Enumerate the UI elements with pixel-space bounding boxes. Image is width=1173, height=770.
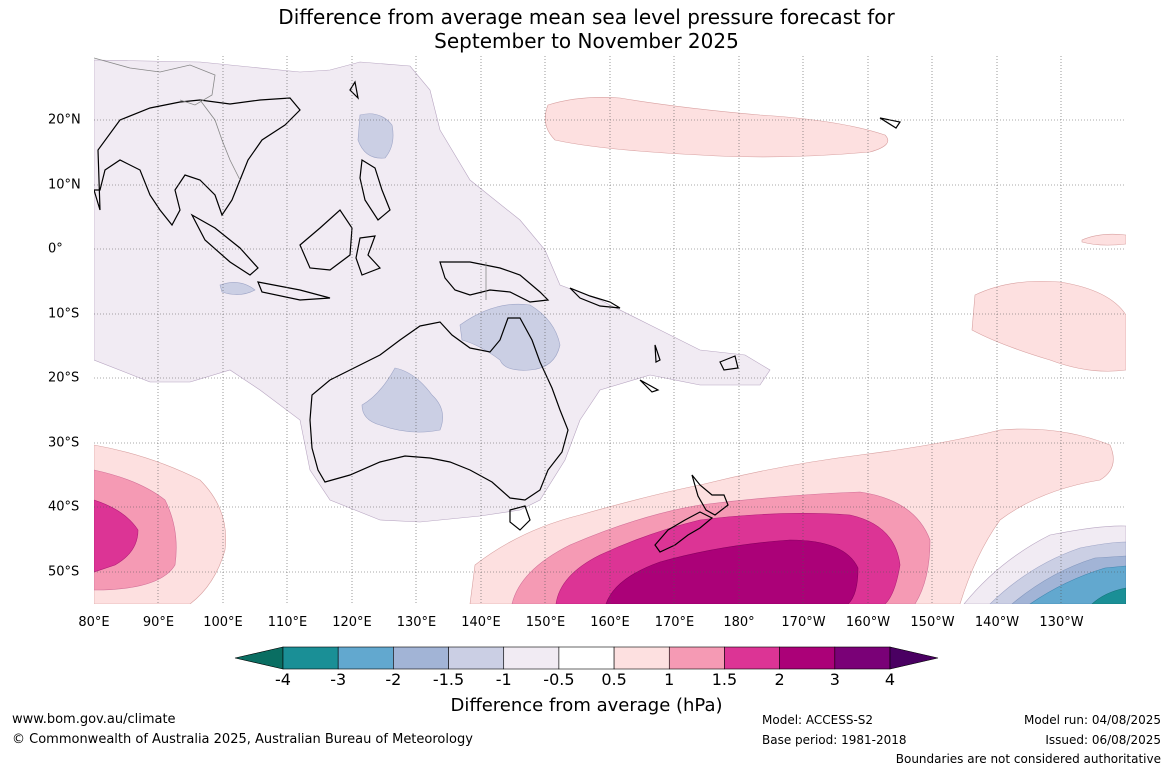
anomaly-region-minus-1-b	[459, 303, 561, 371]
anomaly-region-plus-0-5-north	[544, 97, 889, 158]
longitude-label: 160°W	[845, 615, 891, 630]
colorbar-label: Difference from average (hPa)	[450, 695, 723, 716]
latitude-label: 30°S	[48, 435, 80, 450]
colorbar-swatch	[724, 646, 780, 670]
map-title-line-2: September to November 2025	[434, 29, 739, 53]
longitude-label: 160°E	[590, 615, 630, 630]
colorbar-tick-label: -4	[275, 670, 291, 689]
colorbar-extend-high	[889, 646, 939, 670]
new-guinea-coast	[439, 261, 550, 303]
new-zealand-north-coast	[691, 474, 729, 516]
colorbar-tick-label: -0.5	[543, 670, 575, 689]
disclaimer-text: Boundaries are not considered authoritat…	[895, 752, 1161, 766]
colorbar-swatch	[337, 646, 394, 670]
colorbar-tick-label: -1	[495, 670, 512, 689]
anomaly-region-minus-1-d	[219, 282, 256, 295]
longitude-label: 80°E	[78, 615, 110, 630]
longitude-label: 140°W	[974, 615, 1020, 630]
issued-text: Issued: 06/08/2025	[1045, 733, 1161, 747]
longitude-label: 110°E	[267, 615, 308, 630]
colorbar-swatch	[282, 646, 339, 670]
sumatra-coast	[190, 213, 259, 276]
anomaly-region-plus-0-5-equator	[1081, 233, 1126, 246]
colorbar-tick-label: -3	[330, 670, 347, 689]
tasmania-coast	[509, 505, 531, 531]
anomaly-region-plus-0-5-east	[971, 280, 1126, 372]
colorbar-swatch	[448, 646, 505, 670]
hawaii-coast	[879, 117, 901, 129]
latitude-label: 50°S	[48, 564, 80, 579]
anomaly-region-minus-1-a	[357, 113, 394, 159]
longitude-label: 90°E	[142, 615, 175, 630]
longitude-label: 100°E	[203, 615, 243, 630]
colorbar-tick-label: 4	[884, 670, 896, 689]
colorbar-swatch	[613, 646, 670, 670]
colorbar-swatch	[558, 646, 615, 670]
base-period-text: Base period: 1981-2018	[762, 733, 907, 747]
anomaly-region-plus-2-south	[605, 539, 859, 604]
website-text: www.bom.gov.au/climate	[12, 712, 176, 727]
colorbar-swatch	[393, 646, 449, 670]
colorbar	[234, 646, 939, 670]
anomaly-region-plus-1-5-west	[94, 499, 139, 573]
longitude-label: 180°	[723, 615, 755, 630]
latitude-label: 0°	[48, 241, 63, 257]
coastlines	[94, 80, 901, 553]
model-run-text: Model run: 04/08/2025	[1023, 713, 1161, 727]
latitude-label: 40°S	[48, 499, 80, 515]
colorbar-tick-label: 2	[774, 670, 785, 689]
vanuatu-coast	[654, 344, 661, 363]
latitude-label: 10°S	[48, 306, 80, 321]
map-title-line-1: Difference from average mean sea level p…	[278, 5, 895, 29]
gridlines	[94, 56, 1126, 604]
colorbar-swatch	[668, 646, 725, 670]
longitude-label: 150°W	[910, 615, 955, 630]
latitude-label: 10°N	[48, 177, 81, 192]
longitude-label: 150°E	[525, 615, 566, 630]
java-coast	[257, 281, 331, 301]
colorbar-extend-low	[234, 646, 284, 670]
longitude-label: 130°W	[1039, 615, 1084, 630]
sulawesi-coast	[355, 235, 382, 276]
longitude-label: 170°W	[781, 615, 826, 630]
colorbar-tick-label: 3	[829, 670, 840, 689]
anomaly-region-minus-3-se	[1091, 587, 1126, 604]
taiwan-coast	[349, 80, 359, 100]
longitude-label: 120°E	[332, 615, 372, 630]
new-zealand-south-coast	[654, 511, 714, 553]
solomon-islands-coast	[569, 287, 621, 309]
country-borders	[94, 57, 487, 300]
longitude-label: 130°E	[396, 615, 437, 630]
fiji-coast	[719, 355, 739, 371]
colorbar-tick-label: -2	[385, 670, 402, 689]
colorbar-tick-label: 0.5	[601, 670, 627, 689]
australia-coast	[309, 317, 569, 501]
borneo-coast	[299, 209, 353, 271]
colorbar-swatch	[779, 646, 836, 670]
model-text: Model: ACCESS-S2	[762, 713, 874, 727]
anomaly-region-minus-2-se	[1029, 565, 1126, 604]
new-caledonia-coast	[639, 379, 660, 393]
philippines-coast	[359, 158, 391, 221]
longitude-label: 170°E	[654, 615, 695, 630]
asia-coast	[94, 97, 301, 227]
anomaly-region-minus-0-5	[94, 59, 771, 523]
colorbar-swatch	[834, 646, 891, 670]
latitude-label: 20°S	[48, 370, 80, 386]
copyright-text: © Commonwealth of Australia 2025, Austra…	[12, 732, 473, 747]
longitude-label: 140°E	[461, 615, 501, 630]
colorbar-tick-label: 1	[664, 670, 675, 689]
anomaly-region-minus-1-c	[361, 367, 443, 433]
colorbar-swatch	[503, 646, 560, 670]
colorbar-tick-label: 1.5	[711, 670, 738, 689]
colorbar-tick-label: -1.5	[432, 670, 465, 689]
latitude-label: 20°N	[48, 112, 81, 128]
